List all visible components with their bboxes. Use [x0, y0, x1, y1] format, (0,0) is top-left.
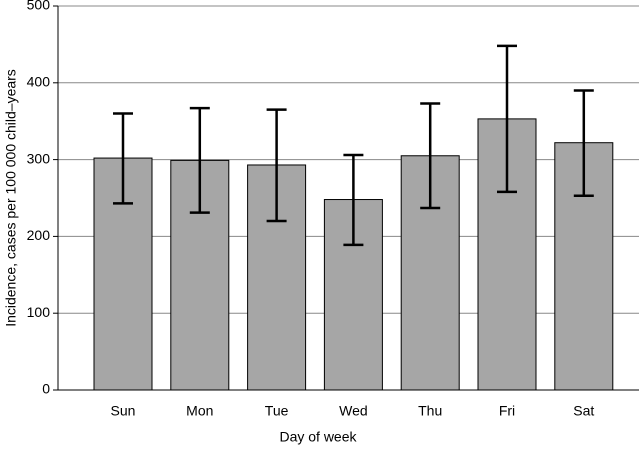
y-tick-label: 0 — [42, 381, 50, 397]
bar — [323, 199, 383, 391]
error-bar — [343, 153, 364, 247]
x-tick-label: Wed — [339, 403, 368, 419]
x-tick-label: Thu — [418, 403, 442, 419]
y-axis-label: Incidence, cases per 100 000 child–years — [3, 69, 19, 327]
error-bar — [573, 89, 594, 197]
x-axis-label: Day of week — [279, 429, 357, 445]
x-tick-label: Sun — [111, 403, 136, 419]
error-bar — [497, 44, 517, 194]
error-bar — [189, 106, 210, 214]
x-tick-label: Fri — [499, 403, 515, 419]
y-tick-label: 100 — [27, 304, 51, 320]
y-tick-label: 300 — [27, 150, 51, 166]
y-tick-label: 500 — [27, 0, 51, 13]
x-tick-label: Tue — [265, 403, 289, 419]
x-tick-label: Mon — [186, 403, 213, 419]
error-bar — [113, 112, 133, 205]
y-tick-label: 200 — [27, 227, 51, 243]
x-tick-label: Sat — [573, 403, 594, 419]
y-tick-label: 400 — [27, 74, 51, 90]
error-bar — [420, 102, 441, 210]
error-bar — [266, 108, 287, 223]
